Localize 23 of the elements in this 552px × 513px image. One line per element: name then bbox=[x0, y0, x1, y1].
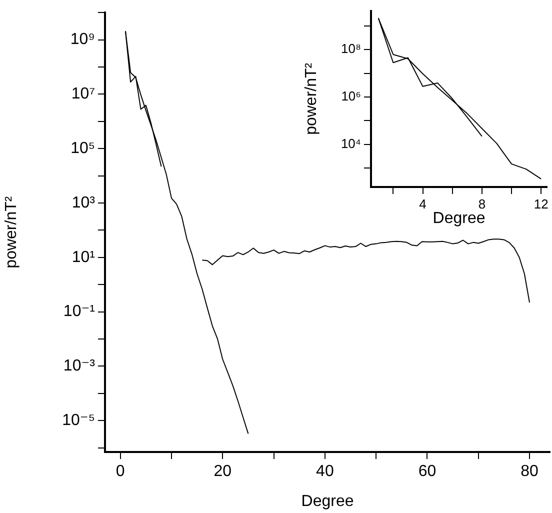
x-tick-label: 20 bbox=[214, 463, 232, 480]
y-axis-title: power/nT² bbox=[3, 196, 20, 268]
x-axis-title: Degree bbox=[301, 492, 354, 510]
y-tick-label: 10³ bbox=[72, 194, 96, 212]
x-tick-label: 60 bbox=[418, 463, 436, 480]
y-tick-label: 10⁹ bbox=[70, 31, 95, 48]
y-tick-label: 10⁷ bbox=[71, 86, 96, 103]
y-axis-title: power/nT² bbox=[303, 62, 320, 135]
y-tick-label: 10⁶ bbox=[341, 88, 361, 104]
x-tick-label: 0 bbox=[116, 463, 125, 480]
y-tick-label: 10⁻³ bbox=[63, 358, 96, 375]
y-tick-label: 10⁻⁵ bbox=[62, 412, 95, 429]
y-tick-label: 10⁴ bbox=[340, 136, 361, 151]
y-tick-label: 10⁸ bbox=[341, 41, 361, 56]
x-tick-label: 4 bbox=[419, 196, 426, 212]
x-tick-label: 40 bbox=[316, 463, 334, 480]
x-tick-label: 8 bbox=[478, 196, 486, 212]
y-tick-label: 10⁻¹ bbox=[63, 303, 95, 320]
x-tick-label: 80 bbox=[520, 463, 539, 480]
x-tick-label: 12 bbox=[534, 196, 548, 212]
y-tick-label: 10¹ bbox=[72, 248, 95, 266]
y-tick-label: 10⁵ bbox=[70, 140, 95, 157]
x-axis-title: Degree bbox=[432, 210, 486, 227]
